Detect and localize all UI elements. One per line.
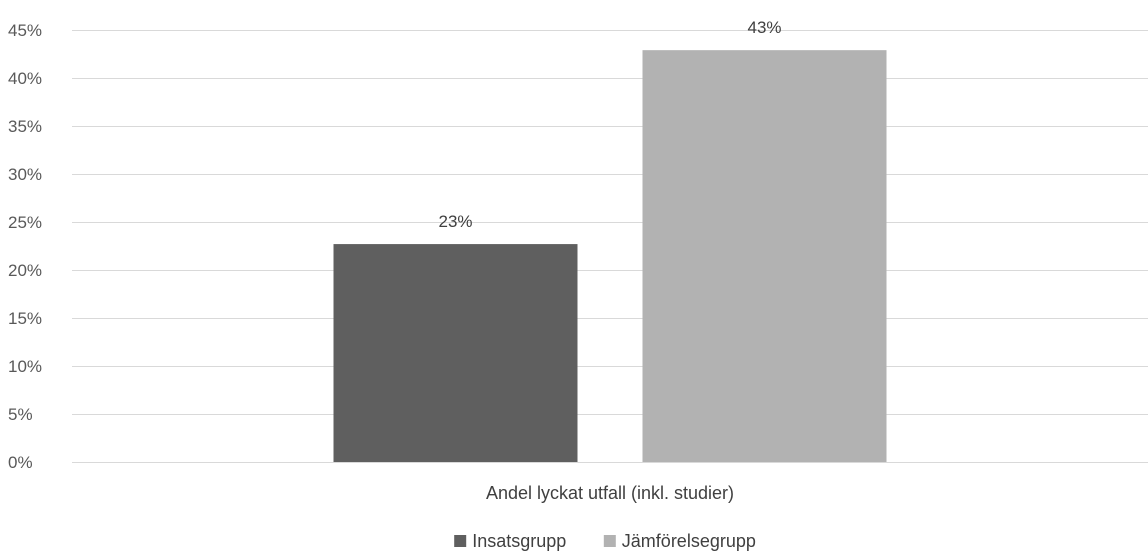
gridlines <box>72 30 1148 463</box>
y-tick-label: 45% <box>8 21 42 40</box>
data-labels: 23% 43% <box>438 18 781 231</box>
bars <box>333 50 887 462</box>
y-tick-label: 0% <box>8 453 33 472</box>
x-category-label: Andel lyckat utfall (inkl. studier) <box>486 483 734 503</box>
y-tick-label: 40% <box>8 69 42 88</box>
y-tick-label: 20% <box>8 261 42 280</box>
bar-jämförelsegrupp <box>642 50 887 462</box>
x-axis-category-labels: Andel lyckat utfall (inkl. studier) <box>486 483 734 503</box>
y-axis-tick-labels: 0% 5% 10% 15% 20% 25% 30% 35% 40% 45% <box>8 21 42 472</box>
bar-insatsgrupp <box>333 244 578 462</box>
legend-label: Jämförelsegrupp <box>622 531 756 551</box>
legend-label: Insatsgrupp <box>472 531 566 551</box>
y-tick-label: 30% <box>8 165 42 184</box>
legend: Insatsgrupp Jämförelsegrupp <box>454 531 756 551</box>
y-tick-label: 5% <box>8 405 33 424</box>
y-tick-label: 10% <box>8 357 42 376</box>
legend-swatch <box>603 535 616 547</box>
y-tick-label: 35% <box>8 117 42 136</box>
data-label: 43% <box>747 18 781 37</box>
data-label: 23% <box>438 212 472 231</box>
legend-swatch <box>454 535 467 547</box>
y-tick-label: 25% <box>8 213 42 232</box>
y-tick-label: 15% <box>8 309 42 328</box>
